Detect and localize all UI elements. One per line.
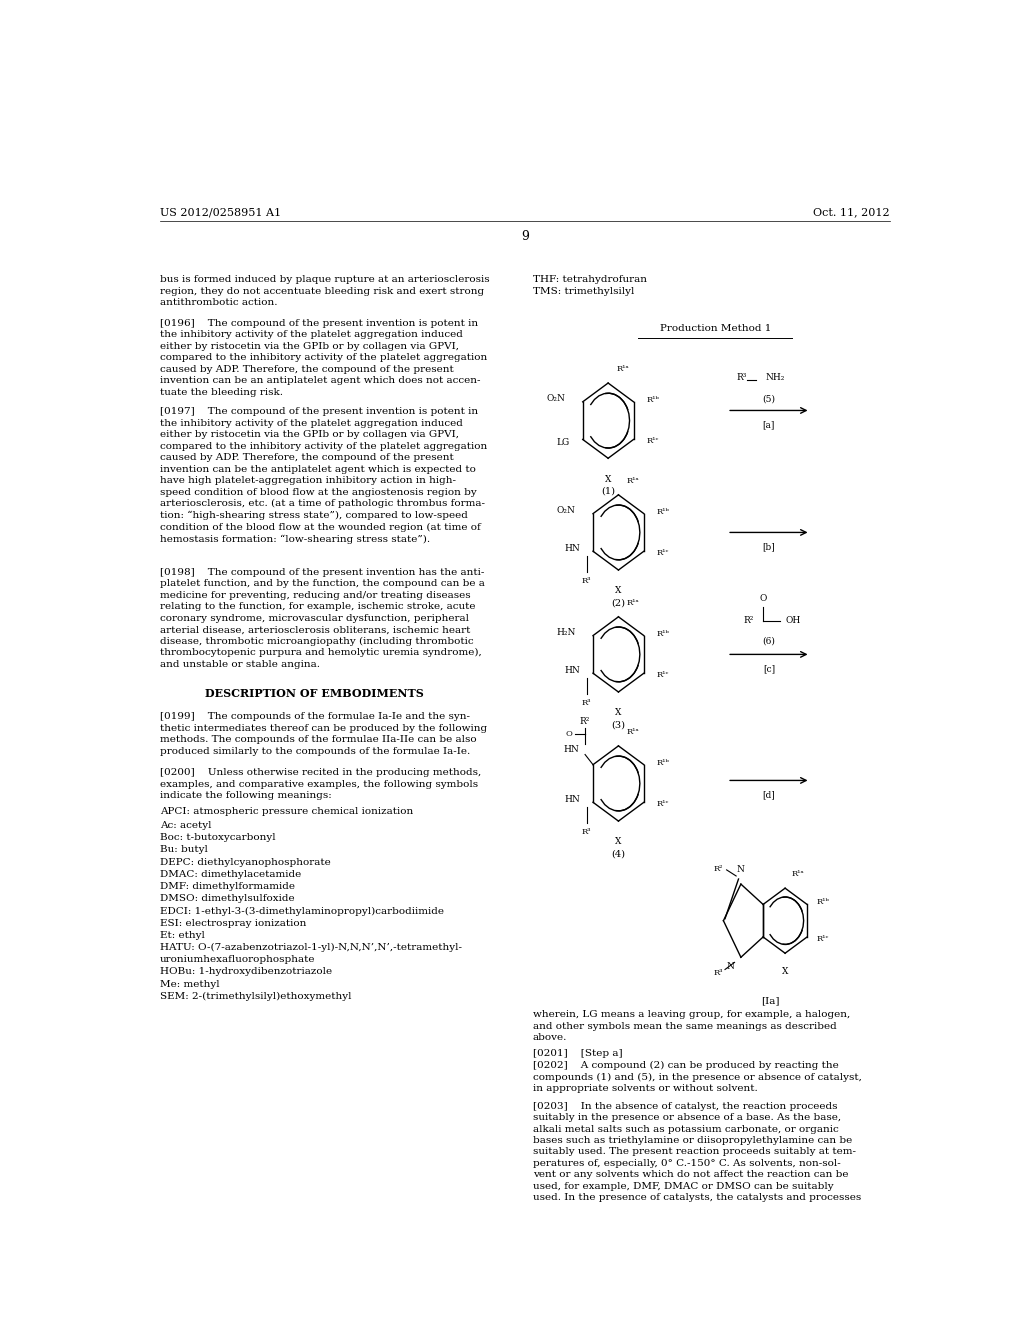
Text: (3): (3) [611,721,626,730]
Text: [Ia]: [Ia] [762,995,780,1005]
Text: [0202]    A compound (2) can be produced by reacting the
compounds (1) and (5), : [0202] A compound (2) can be produced by… [532,1061,861,1093]
Text: Boc: t-butoxycarbonyl: Boc: t-butoxycarbonyl [160,833,275,842]
Text: [0198]    The compound of the present invention has the anti-
platelet function,: [0198] The compound of the present inven… [160,568,484,669]
Text: [b]: [b] [763,543,775,552]
Text: [0203]    In the absence of catalyst, the reaction proceeds
suitably in the pres: [0203] In the absence of catalyst, the r… [532,1102,861,1203]
Text: R¹ᶜ: R¹ᶜ [816,935,829,942]
Text: R¹ᵃ: R¹ᵃ [627,727,639,735]
Text: R¹ᵇ: R¹ᵇ [656,630,670,638]
Text: H₂N: H₂N [556,628,575,638]
Text: US 2012/0258951 A1: US 2012/0258951 A1 [160,207,281,218]
Text: Production Method 1: Production Method 1 [659,325,771,333]
Text: [0197]    The compound of the present invention is potent in
the inhibitory acti: [0197] The compound of the present inven… [160,408,487,544]
Text: NH₂: NH₂ [765,374,784,383]
Text: APCI: atmospheric pressure chemical ionization: APCI: atmospheric pressure chemical ioni… [160,807,413,816]
Text: R²: R² [743,616,754,626]
Text: [a]: [a] [763,421,775,429]
Text: R³: R³ [582,828,592,836]
Text: (4): (4) [611,850,626,858]
Text: R²: R² [580,717,590,726]
Text: R¹ᵃ: R¹ᵃ [627,477,639,484]
Text: SEM: 2-(trimethylsilyl)ethoxymethyl: SEM: 2-(trimethylsilyl)ethoxymethyl [160,991,351,1001]
Text: HN: HN [564,544,581,553]
Text: R³: R³ [714,969,723,977]
Text: O₂N: O₂N [557,506,575,515]
Text: OH: OH [785,616,801,626]
Text: Oct. 11, 2012: Oct. 11, 2012 [813,207,890,218]
Text: [0200]    Unless otherwise recited in the producing methods,
examples, and compa: [0200] Unless otherwise recited in the p… [160,768,481,800]
Text: O: O [759,594,767,602]
Text: THF: tetrahydrofuran
TMS: trimethylsilyl: THF: tetrahydrofuran TMS: trimethylsilyl [532,276,647,296]
Text: R¹ᵇ: R¹ᵇ [656,759,670,767]
Text: O₂N: O₂N [547,395,565,404]
Text: X: X [615,709,622,717]
Text: N: N [737,865,744,874]
Text: X: X [615,837,622,846]
Text: [d]: [d] [763,791,775,800]
Text: Et: ethyl: Et: ethyl [160,931,205,940]
Text: R¹ᵇ: R¹ᵇ [646,396,659,404]
Text: N: N [727,962,734,972]
Text: ESI: electrospray ionization: ESI: electrospray ionization [160,919,306,928]
Text: R³: R³ [582,698,592,706]
Text: [0199]    The compounds of the formulae Ia-Ie and the syn-
thetic intermediates : [0199] The compounds of the formulae Ia-… [160,713,486,755]
Text: R¹ᵇ: R¹ᵇ [656,508,670,516]
Text: HATU: O-(7-azabenzotriazol-1-yl)-N,N,N’,N’,-tetramethyl-
uroniumhexafluorophosph: HATU: O-(7-azabenzotriazol-1-yl)-N,N,N’,… [160,942,462,964]
Text: 9: 9 [521,230,528,243]
Text: R¹ᶜ: R¹ᶜ [656,549,669,557]
Text: X: X [782,968,788,977]
Text: R¹ᶜ: R¹ᶜ [646,437,658,445]
Text: (6): (6) [763,636,775,645]
Text: R³: R³ [582,577,592,585]
Text: bus is formed induced by plaque rupture at an arteriosclerosis
region, they do n: bus is formed induced by plaque rupture … [160,276,489,308]
Text: R¹ᶜ: R¹ᶜ [656,672,669,680]
Text: LG: LG [557,438,570,447]
Text: R¹ᵃ: R¹ᵃ [616,364,629,372]
Text: Ac: acetyl: Ac: acetyl [160,821,211,830]
Text: R¹ᵃ: R¹ᵃ [627,599,639,607]
Text: O: O [565,730,572,738]
Text: HN: HN [564,795,581,804]
Text: [c]: [c] [763,664,775,673]
Text: DMSO: dimethylsulfoxide: DMSO: dimethylsulfoxide [160,894,294,903]
Text: DEPC: diethylcyanophosphorate: DEPC: diethylcyanophosphorate [160,858,331,867]
Text: HOBu: 1-hydroxydibenzotriazole: HOBu: 1-hydroxydibenzotriazole [160,968,332,977]
Text: (1): (1) [601,487,615,496]
Text: DMF: dimethylformamide: DMF: dimethylformamide [160,882,295,891]
Text: R¹ᵃ: R¹ᵃ [792,870,804,878]
Text: (2): (2) [611,598,626,607]
Text: R²: R² [714,865,723,873]
Text: X: X [615,586,622,595]
Text: DMAC: dimethylacetamide: DMAC: dimethylacetamide [160,870,301,879]
Text: R¹ᵇ: R¹ᵇ [816,899,829,907]
Text: R¹ᶜ: R¹ᶜ [656,800,669,808]
Text: wherein, LG means a leaving group, for example, a halogen,
and other symbols mea: wherein, LG means a leaving group, for e… [532,1010,850,1041]
Text: R³: R³ [736,374,748,383]
Text: (5): (5) [762,395,775,403]
Text: [0196]    The compound of the present invention is potent in
the inhibitory acti: [0196] The compound of the present inven… [160,319,487,397]
Text: Me: methyl: Me: methyl [160,979,219,989]
Text: Bu: butyl: Bu: butyl [160,846,208,854]
Text: DESCRIPTION OF EMBODIMENTS: DESCRIPTION OF EMBODIMENTS [205,688,424,700]
Text: [0201]    [Step a]: [0201] [Step a] [532,1049,623,1057]
Text: HN: HN [563,744,579,754]
Text: EDCI: 1-ethyl-3-(3-dimethylaminopropyl)carbodiimide: EDCI: 1-ethyl-3-(3-dimethylaminopropyl)c… [160,907,443,916]
Text: HN: HN [564,665,581,675]
Text: X: X [605,474,611,483]
